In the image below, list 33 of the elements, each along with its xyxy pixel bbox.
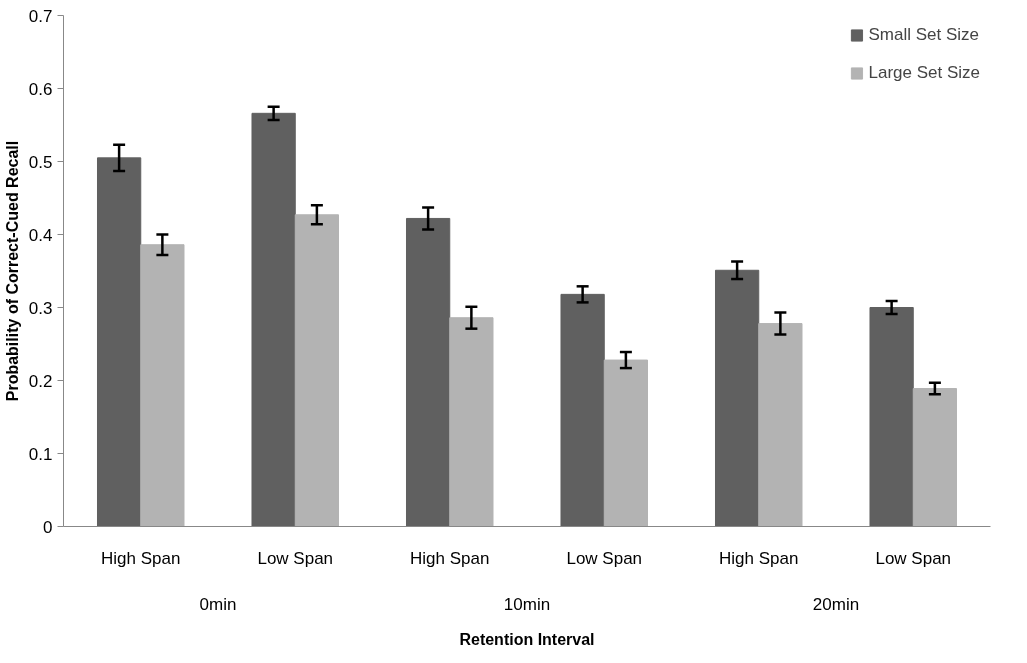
- y-tick-label: 0.3: [28, 298, 53, 318]
- y-tick-label: 0.6: [28, 79, 53, 99]
- y-tick-label: 0.2: [28, 371, 53, 391]
- x-tick-label: Low Span: [566, 548, 643, 568]
- bar: [912, 388, 958, 527]
- x-axis-title: Retention Interval: [459, 630, 595, 648]
- legend-label: Small Set Size: [868, 25, 980, 45]
- bar: [251, 112, 296, 527]
- bar: [449, 317, 494, 527]
- bar: [560, 293, 605, 527]
- bar: [405, 217, 451, 527]
- legend-label: Large Set Size: [868, 63, 980, 83]
- text: 0min: [199, 594, 237, 614]
- bar: [294, 214, 340, 527]
- text: 20min: [812, 594, 860, 614]
- y-tick-label: 0.7: [28, 6, 53, 26]
- bar: [140, 244, 185, 527]
- x-tick-label: Low Span: [875, 548, 952, 568]
- bar: [869, 307, 914, 527]
- x-tick-label: High Span: [101, 548, 181, 568]
- y-tick-label: 0.1: [28, 444, 53, 464]
- x-tick-label: High Span: [719, 548, 799, 568]
- y-axis-title: Probability of Correct-Cued Recall: [3, 140, 21, 402]
- y-tick-label: 0: [43, 517, 53, 537]
- x-tick-label: Low Span: [257, 548, 334, 568]
- text: 10min: [503, 594, 551, 614]
- y-tick-label: 0.4: [28, 225, 53, 245]
- bar: [714, 269, 760, 527]
- bar: [96, 157, 142, 527]
- bar: [603, 359, 649, 527]
- x-tick-label: High Span: [410, 548, 490, 568]
- bar: [758, 323, 803, 527]
- y-tick-label: 0.5: [28, 152, 53, 172]
